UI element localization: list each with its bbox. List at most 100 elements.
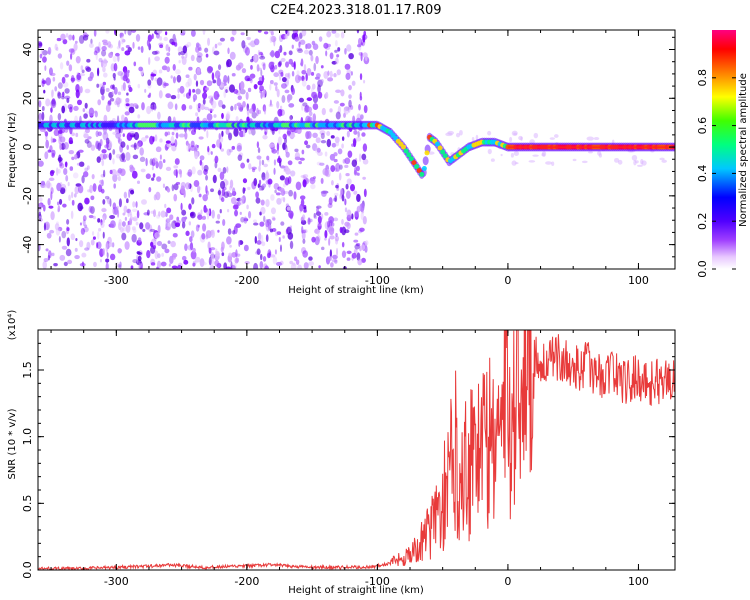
- noise-speck: [158, 69, 163, 74]
- noise-speck: [56, 37, 62, 42]
- noise-speck: [86, 58, 91, 63]
- noise-speck: [62, 39, 68, 45]
- noise-speck: [109, 97, 115, 102]
- noise-speck: [96, 156, 101, 163]
- noise-speck: [181, 221, 186, 229]
- noise-speck: [79, 222, 83, 226]
- noise-speck: [68, 194, 71, 201]
- noise-speck: [131, 233, 137, 243]
- noise-speck: [148, 186, 152, 193]
- noise-speck: [346, 250, 352, 255]
- noise-speck: [67, 181, 70, 187]
- noise-speck: [249, 73, 256, 79]
- noise-speck: [146, 39, 151, 47]
- noise-speck: [76, 71, 79, 75]
- noise-speck: [253, 38, 260, 46]
- noise-speck: [247, 211, 252, 219]
- noise-speck: [253, 178, 258, 187]
- noise-speck: [47, 198, 51, 206]
- y-tick-label: 1.0: [21, 428, 34, 446]
- noise-speck: [58, 198, 63, 205]
- noise-speck: [197, 224, 200, 228]
- noise-speck: [186, 143, 190, 152]
- noise-speck: [137, 237, 142, 243]
- noise-speck: [331, 60, 337, 65]
- noise-speck: [274, 64, 278, 70]
- noise-speck: [265, 234, 269, 243]
- noise-speck: [74, 247, 78, 252]
- noise-speck: [98, 41, 101, 49]
- noise-speck: [334, 195, 338, 203]
- noise-speck: [357, 131, 360, 138]
- noise-speck: [334, 136, 340, 144]
- noise-speck: [228, 149, 233, 153]
- noise-speck: [56, 182, 62, 192]
- noise-speck: [334, 32, 340, 38]
- noise-speck: [197, 102, 202, 109]
- noise-speck: [152, 245, 157, 250]
- noise-speck: [121, 47, 125, 52]
- noise-speck: [282, 235, 285, 239]
- noise-speck: [237, 154, 243, 162]
- noise-speck: [257, 147, 261, 154]
- noise-speck: [141, 137, 147, 142]
- noise-speck: [197, 169, 203, 176]
- noise-speck: [278, 236, 281, 243]
- noise-speck: [185, 230, 190, 237]
- noise-speck: [225, 89, 228, 93]
- noise-speck: [347, 105, 351, 113]
- noise-speck: [50, 136, 53, 144]
- noise-speck: [445, 132, 453, 137]
- noise-speck: [269, 80, 274, 85]
- noise-speck: [511, 160, 517, 166]
- noise-speck: [205, 87, 210, 91]
- noise-speck: [353, 130, 358, 135]
- noise-speck: [275, 85, 278, 92]
- noise-speck: [301, 30, 307, 37]
- noise-speck: [361, 257, 366, 263]
- noise-speck: [313, 62, 317, 72]
- noise-speck: [82, 34, 89, 41]
- noise-speck: [136, 210, 140, 219]
- noise-speck: [513, 132, 518, 136]
- noise-speck: [86, 165, 90, 170]
- noise-speck: [218, 132, 221, 140]
- noise-speck: [229, 84, 235, 93]
- noise-speck: [76, 162, 82, 166]
- noise-speck: [199, 159, 203, 166]
- noise-speck: [90, 239, 95, 246]
- noise-speck: [156, 260, 162, 269]
- noise-speck: [42, 49, 48, 56]
- noise-speck: [55, 167, 59, 176]
- noise-speck: [233, 127, 239, 137]
- noise-speck: [162, 183, 166, 189]
- noise-speck: [334, 259, 338, 264]
- noise-speck: [139, 156, 146, 163]
- noise-speck: [249, 75, 253, 84]
- noise-speck: [302, 179, 307, 188]
- noise-speck: [59, 163, 65, 169]
- noise-speck: [284, 89, 290, 94]
- noise-speck: [265, 199, 270, 208]
- x-tick-label: -100: [365, 274, 390, 287]
- noise-speck: [327, 202, 333, 209]
- noise-speck: [48, 177, 55, 182]
- noise-speck: [302, 250, 308, 258]
- noise-speck: [301, 229, 307, 234]
- noise-speck: [147, 94, 151, 98]
- noise-speck: [262, 88, 266, 95]
- noise-speck: [219, 180, 226, 190]
- noise-speck: [215, 220, 220, 224]
- noise-speck: [219, 209, 222, 214]
- noise-speck: [150, 262, 156, 266]
- noise-speck: [324, 169, 329, 177]
- noise-speck: [123, 191, 128, 199]
- noise-speck: [288, 189, 293, 197]
- noise-speck: [295, 181, 302, 191]
- noise-speck: [337, 148, 343, 155]
- noise-speck: [305, 144, 311, 149]
- noise-speck: [268, 143, 275, 148]
- noise-speck: [170, 75, 173, 79]
- noise-speck: [114, 100, 119, 106]
- noise-speck: [102, 215, 106, 224]
